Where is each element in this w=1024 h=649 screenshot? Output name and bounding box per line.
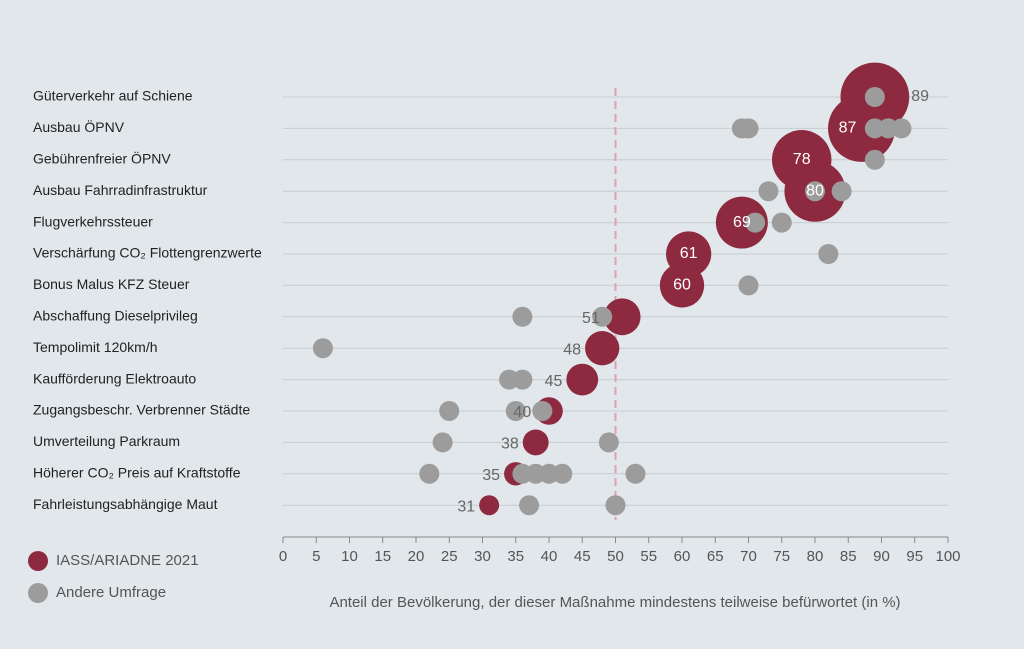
category-label: Kaufförderung Elektroauto: [33, 370, 196, 386]
x-tick-label: 50: [607, 548, 624, 565]
category-label: Bonus Malus KFZ Steuer: [33, 276, 190, 292]
other-survey-dot: [519, 495, 540, 516]
survey-bubble: [715, 196, 768, 249]
category-label: Tempolimit 120km/h: [33, 339, 158, 355]
category-label: Ausbau Fahrradinfrastruktur: [33, 182, 208, 198]
other-survey-dot: [605, 495, 626, 516]
other-survey-dot: [505, 401, 526, 421]
other-survey-dot: [805, 181, 825, 202]
x-tick-label: 10: [341, 548, 358, 565]
other-survey-dot: [864, 87, 885, 107]
category-label: Umverteilung Parkraum: [33, 433, 180, 449]
x-tick-label: 95: [906, 548, 923, 565]
x-tick-label: 100: [935, 548, 960, 565]
other-survey-dot: [771, 212, 792, 233]
value-label: 78: [793, 151, 811, 168]
other-survey-dot: [831, 181, 852, 202]
category-label: Ausbau ÖPNV: [33, 118, 125, 135]
value-label: 61: [680, 245, 698, 262]
value-label: 69: [733, 214, 751, 231]
value-label: 80: [806, 182, 824, 199]
other-survey-dot: [439, 401, 460, 421]
value-label: 35: [482, 467, 500, 484]
category-label: Abschaffung Dieselprivileg: [33, 308, 198, 324]
survey-bubble: [659, 263, 705, 308]
other-survey-dot: [758, 181, 779, 202]
other-survey-dot: [598, 432, 619, 453]
other-survey-dot: [738, 275, 759, 296]
other-survey-dot: [818, 244, 839, 264]
other-survey-dot: [592, 306, 613, 327]
value-label: 60: [673, 277, 691, 294]
category-label: Zugangsbeschr. Verbrenner Städte: [33, 402, 250, 418]
value-label: 38: [501, 436, 519, 453]
x-tick-label: 90: [873, 548, 890, 565]
other-survey-dot: [512, 306, 533, 327]
value-label: 87: [839, 120, 857, 137]
category-label: Flugverkehrssteuer: [33, 213, 153, 229]
x-tick-label: 20: [408, 548, 425, 565]
value-label: 89: [911, 88, 929, 105]
other-survey-dot: [432, 432, 453, 453]
x-tick-label: 85: [840, 548, 857, 565]
x-tick-label: 5: [312, 548, 320, 565]
legend-label: Andere Umfrage: [56, 584, 166, 601]
category-label: Höherer CO₂ Preis auf Kraftstoffe: [33, 465, 241, 481]
other-survey-dot: [891, 118, 912, 139]
x-tick-label: 75: [773, 548, 790, 565]
other-survey-dot: [419, 463, 440, 484]
other-survey-dot: [738, 118, 759, 139]
legend-marker: [28, 551, 48, 571]
category-label: Fahrleistungsabhängige Maut: [33, 496, 218, 512]
category-label: Gebührenfreier ÖPNV: [33, 150, 171, 167]
survey-bubble: [828, 94, 896, 162]
x-tick-label: 60: [674, 548, 691, 565]
other-survey-dot: [864, 149, 885, 170]
x-tick-label: 65: [707, 548, 724, 565]
survey-bubble: [566, 363, 599, 396]
other-survey-dot: [625, 463, 646, 484]
x-tick-label: 55: [640, 548, 657, 565]
survey-bubble: [479, 495, 500, 516]
value-label: 40: [513, 404, 531, 421]
x-tick-label: 80: [807, 548, 824, 565]
x-tick-label: 35: [507, 548, 524, 565]
x-axis-label: Anteil der Bevölkerung, der dieser Maßna…: [329, 594, 900, 611]
survey-bubble: [585, 331, 620, 366]
x-tick-label: 15: [374, 548, 391, 565]
legend-label: IASS/ARIADNE 2021: [56, 552, 199, 569]
other-survey-dot: [532, 401, 553, 421]
legend-marker: [28, 583, 48, 603]
x-tick-label: 70: [740, 548, 757, 565]
other-survey-dot: [312, 338, 333, 359]
x-tick-label: 25: [441, 548, 458, 565]
survey-bubble: [522, 429, 549, 456]
value-label: 45: [545, 373, 563, 390]
category-label: Güterverkehr auf Schiene: [33, 88, 193, 104]
x-tick-label: 45: [574, 548, 591, 565]
other-survey-dot: [745, 212, 766, 233]
other-survey-dot: [552, 463, 573, 484]
survey-bubble: [603, 298, 641, 336]
value-label: 51: [582, 310, 600, 327]
value-label: 48: [563, 341, 581, 358]
x-tick-label: 40: [541, 548, 558, 565]
x-tick-label: 0: [279, 548, 287, 565]
value-label: 31: [457, 498, 475, 515]
category-label: Verschärfung CO₂ Flottengrenzwerte: [33, 245, 262, 261]
other-survey-dot: [512, 369, 533, 390]
x-tick-label: 30: [474, 548, 491, 565]
